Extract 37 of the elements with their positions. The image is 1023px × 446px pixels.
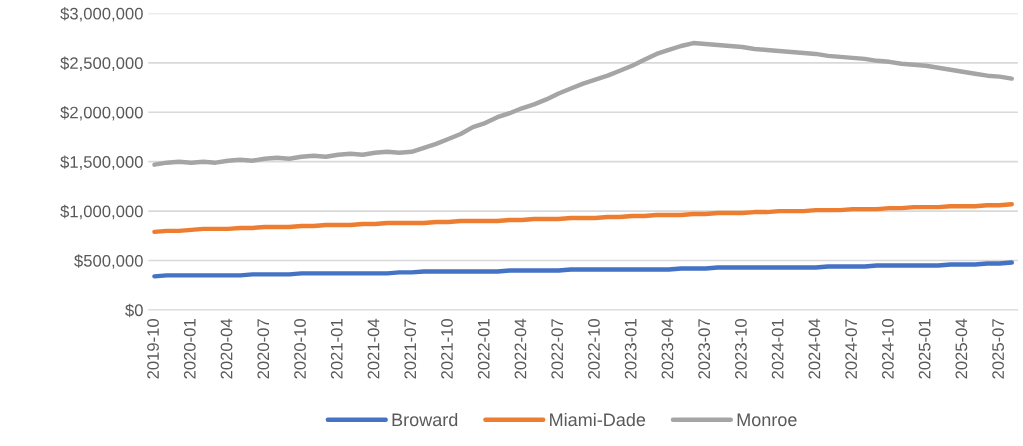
x-tick-label: 2023-10 (735, 318, 747, 379)
line-series (152, 201, 1014, 235)
y-tick-label: $500,000 (74, 254, 143, 269)
x-tick-label: 2020-04 (220, 318, 233, 379)
x-tick-label: 2024-10 (881, 318, 894, 379)
x-tick-label: 2021-04 (367, 318, 380, 379)
x-tick-label: 2020-07 (257, 319, 270, 379)
y-tick-label: $3,000,000 (60, 7, 143, 22)
legend-label: Monroe (737, 413, 797, 427)
y-tick-label: $2,000,000 (60, 105, 143, 121)
x-tick-label: 2025-07 (992, 319, 1004, 379)
x-tick-label: 2025-04 (955, 318, 968, 379)
x-tick-label: 2022-04 (514, 318, 527, 379)
legend-label: Broward (392, 412, 458, 427)
x-tick-label: 2023-04 (661, 318, 674, 379)
x-tick-label: 2021-10 (441, 318, 453, 379)
x-tick-label: 2023-07 (698, 319, 711, 379)
y-tick-label: $0 (125, 303, 143, 318)
x-tick-label: 2020-01 (183, 319, 196, 379)
x-tick-label: 2023-01 (624, 319, 637, 379)
y-tick-label: $1,000,000 (60, 204, 143, 220)
x-tick-label: 2022-01 (477, 319, 490, 379)
x-tick-label: 2022-10 (588, 318, 600, 379)
y-tick-label: $2,500,000 (60, 56, 143, 71)
x-tick-label: 2020-10 (294, 318, 306, 379)
x-tick-label: 2021-07 (404, 319, 417, 379)
x-tick-label: 2025-01 (918, 319, 931, 379)
y-tick-label: $1,500,000 (60, 155, 143, 170)
line-series (152, 260, 1014, 279)
x-tick-label: 2024-04 (808, 318, 821, 379)
x-tick-label: 2022-07 (551, 319, 564, 379)
x-tick-label: 2019-10 (147, 318, 159, 379)
x-tick-label: 2021-01 (330, 319, 343, 379)
x-tick-label: 2024-07 (845, 319, 858, 379)
legend-label: Miami-Dade (550, 412, 646, 427)
line-series (152, 40, 1014, 167)
x-tick-label: 2024-01 (771, 319, 784, 379)
